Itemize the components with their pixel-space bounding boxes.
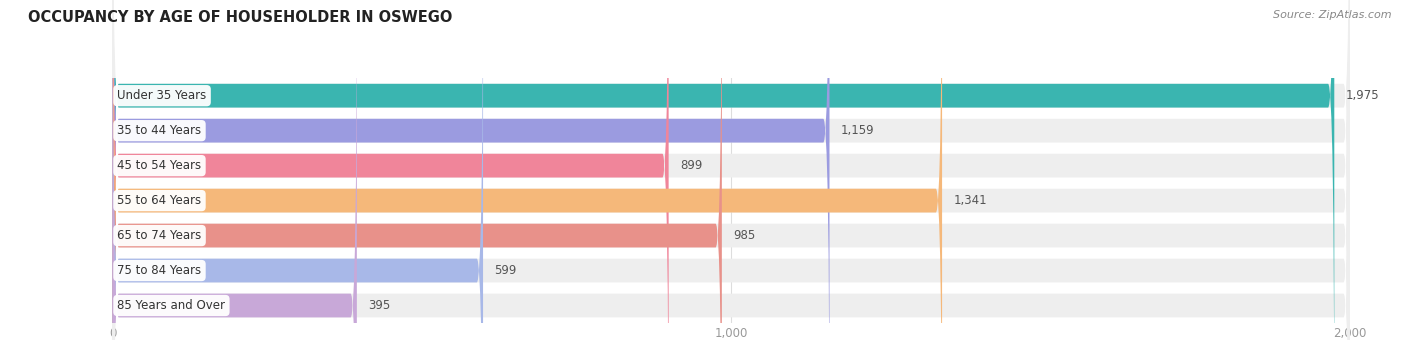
- FancyBboxPatch shape: [112, 0, 721, 340]
- Text: 1,159: 1,159: [841, 124, 875, 137]
- Text: OCCUPANCY BY AGE OF HOUSEHOLDER IN OSWEGO: OCCUPANCY BY AGE OF HOUSEHOLDER IN OSWEG…: [28, 10, 453, 25]
- Text: 55 to 64 Years: 55 to 64 Years: [118, 194, 201, 207]
- FancyBboxPatch shape: [112, 0, 1334, 340]
- FancyBboxPatch shape: [112, 0, 1350, 340]
- Text: 1,341: 1,341: [953, 194, 987, 207]
- FancyBboxPatch shape: [112, 0, 1350, 340]
- FancyBboxPatch shape: [112, 0, 1350, 340]
- FancyBboxPatch shape: [112, 0, 830, 340]
- Text: 85 Years and Over: 85 Years and Over: [118, 299, 225, 312]
- Text: 75 to 84 Years: 75 to 84 Years: [118, 264, 201, 277]
- Text: 35 to 44 Years: 35 to 44 Years: [118, 124, 201, 137]
- FancyBboxPatch shape: [112, 0, 1350, 340]
- Text: Source: ZipAtlas.com: Source: ZipAtlas.com: [1274, 10, 1392, 20]
- FancyBboxPatch shape: [112, 0, 357, 340]
- FancyBboxPatch shape: [112, 0, 1350, 340]
- Text: Under 35 Years: Under 35 Years: [118, 89, 207, 102]
- FancyBboxPatch shape: [112, 0, 942, 340]
- FancyBboxPatch shape: [112, 0, 484, 340]
- Text: 899: 899: [679, 159, 702, 172]
- Text: 65 to 74 Years: 65 to 74 Years: [118, 229, 201, 242]
- FancyBboxPatch shape: [112, 0, 1350, 340]
- Text: 599: 599: [494, 264, 516, 277]
- Text: 1,975: 1,975: [1346, 89, 1379, 102]
- Text: 395: 395: [368, 299, 391, 312]
- FancyBboxPatch shape: [112, 0, 669, 340]
- Text: 45 to 54 Years: 45 to 54 Years: [118, 159, 201, 172]
- FancyBboxPatch shape: [112, 0, 1350, 340]
- Text: 985: 985: [733, 229, 755, 242]
